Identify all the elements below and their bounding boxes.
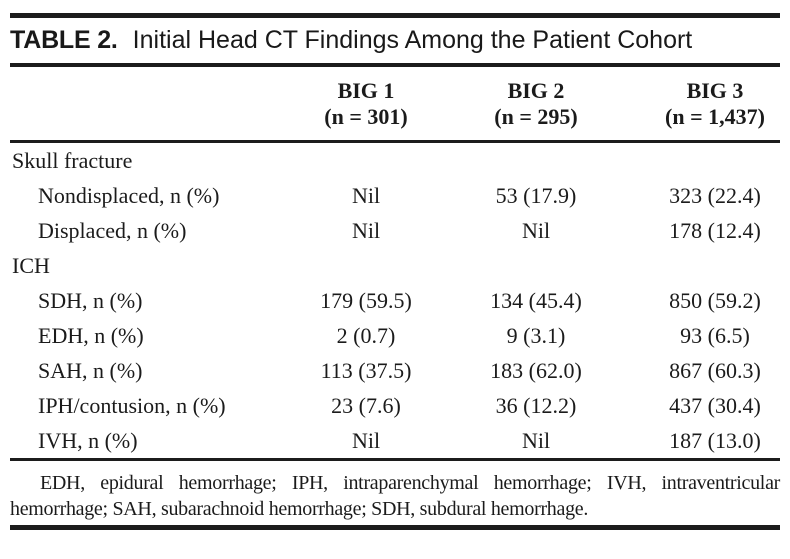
cell-value: 134 (45.4)	[490, 287, 582, 313]
table-row: SAH, n (%) 113 (37.5) 183 (62.0) 867 (60.3)	[10, 353, 780, 388]
cell-value: Nil	[351, 182, 381, 208]
top-rule	[10, 13, 780, 18]
cell-value: Nil	[521, 427, 551, 453]
cell-value: 179 (59.5)	[320, 287, 412, 313]
cell-value: 867 (60.3)	[669, 357, 761, 383]
row-label: Nondisplaced, n (%)	[38, 182, 220, 208]
row-label: EDH, n (%)	[38, 322, 144, 348]
table-row: Displaced, n (%) Nil Nil 178 (12.4)	[10, 213, 780, 248]
header-big3: BIG 3 (n = 1,437)	[650, 67, 780, 143]
title-rule	[10, 63, 780, 67]
row-label: SAH, n (%)	[38, 357, 143, 383]
table-row: EDH, n (%) 2 (0.7) 9 (3.1) 93 (6.5)	[10, 318, 780, 353]
cell-value: 178 (12.4)	[669, 217, 761, 243]
row-label: IVH, n (%)	[38, 427, 138, 453]
table-title-text: Initial Head CT Findings Among the Patie…	[132, 26, 693, 54]
header-big2: BIG 2 (n = 295)	[422, 67, 650, 143]
cell-value: 53 (17.9)	[495, 182, 577, 208]
row-label: Displaced, n (%)	[38, 217, 187, 243]
column-n: (n = 295)	[494, 103, 578, 129]
bottom-rule	[10, 525, 780, 530]
table-number: TABLE 2.	[10, 26, 118, 54]
cell-value	[650, 248, 780, 283]
header-big1: BIG 1 (n = 301)	[310, 67, 422, 143]
cell-value: 183 (62.0)	[490, 357, 582, 383]
column-n: (n = 1,437)	[665, 103, 765, 129]
column-name: BIG 1	[337, 77, 395, 103]
table-row: IVH, n (%) Nil Nil 187 (13.0)	[10, 423, 780, 460]
table-row: ICH	[10, 248, 780, 283]
table-footnote: EDH, epidural hemorrhage; IPH, intrapare…	[10, 472, 780, 520]
column-name: BIG 2	[507, 77, 565, 103]
cell-value: 93 (6.5)	[680, 322, 750, 348]
cell-value	[310, 142, 422, 179]
cell-value	[650, 142, 780, 179]
section-label: ICH	[12, 252, 50, 278]
cell-value: 187 (13.0)	[669, 427, 761, 453]
cell-value: 850 (59.2)	[669, 287, 761, 313]
cell-value: Nil	[521, 217, 551, 243]
ct-findings-table: BIG 1 (n = 301) BIG 2 (n = 295) BIG 3 (n…	[10, 67, 780, 461]
cell-value: Nil	[351, 427, 381, 453]
cell-value: 113 (37.5)	[320, 357, 412, 383]
row-label: SDH, n (%)	[38, 287, 143, 313]
section-label: Skull fracture	[12, 147, 133, 173]
header-row: BIG 1 (n = 301) BIG 2 (n = 295) BIG 3 (n…	[10, 67, 780, 143]
cell-value: 36 (12.2)	[495, 392, 577, 418]
cell-value	[422, 248, 650, 283]
cell-value: 2 (0.7)	[336, 322, 396, 348]
cell-value: Nil	[351, 217, 381, 243]
cell-value: 437 (30.4)	[669, 392, 761, 418]
table-row: Skull fracture	[10, 142, 780, 179]
row-label: IPH/contusion, n (%)	[38, 392, 226, 418]
column-name: BIG 3	[686, 77, 744, 103]
header-empty-cell	[10, 67, 310, 143]
table-title: TABLE 2. Initial Head CT Findings Among …	[10, 18, 780, 63]
cell-value	[310, 248, 422, 283]
table-row: IPH/contusion, n (%) 23 (7.6) 36 (12.2) 437…	[10, 388, 780, 423]
cell-value: 9 (3.1)	[506, 322, 566, 348]
cell-value: 23 (7.6)	[331, 392, 401, 418]
table-body: Skull fracture Nondisplaced, n (%) Nil 53 (…	[10, 142, 780, 460]
cell-value: 323 (22.4)	[669, 182, 761, 208]
table-row: SDH, n (%) 179 (59.5) 134 (45.4) 850 (59.2)	[10, 283, 780, 318]
table-figure: TABLE 2. Initial Head CT Findings Among …	[10, 13, 780, 530]
cell-value	[422, 142, 650, 179]
table-row: Nondisplaced, n (%) Nil 53 (17.9) 323 (22.4…	[10, 178, 780, 213]
column-n: (n = 301)	[324, 103, 408, 129]
